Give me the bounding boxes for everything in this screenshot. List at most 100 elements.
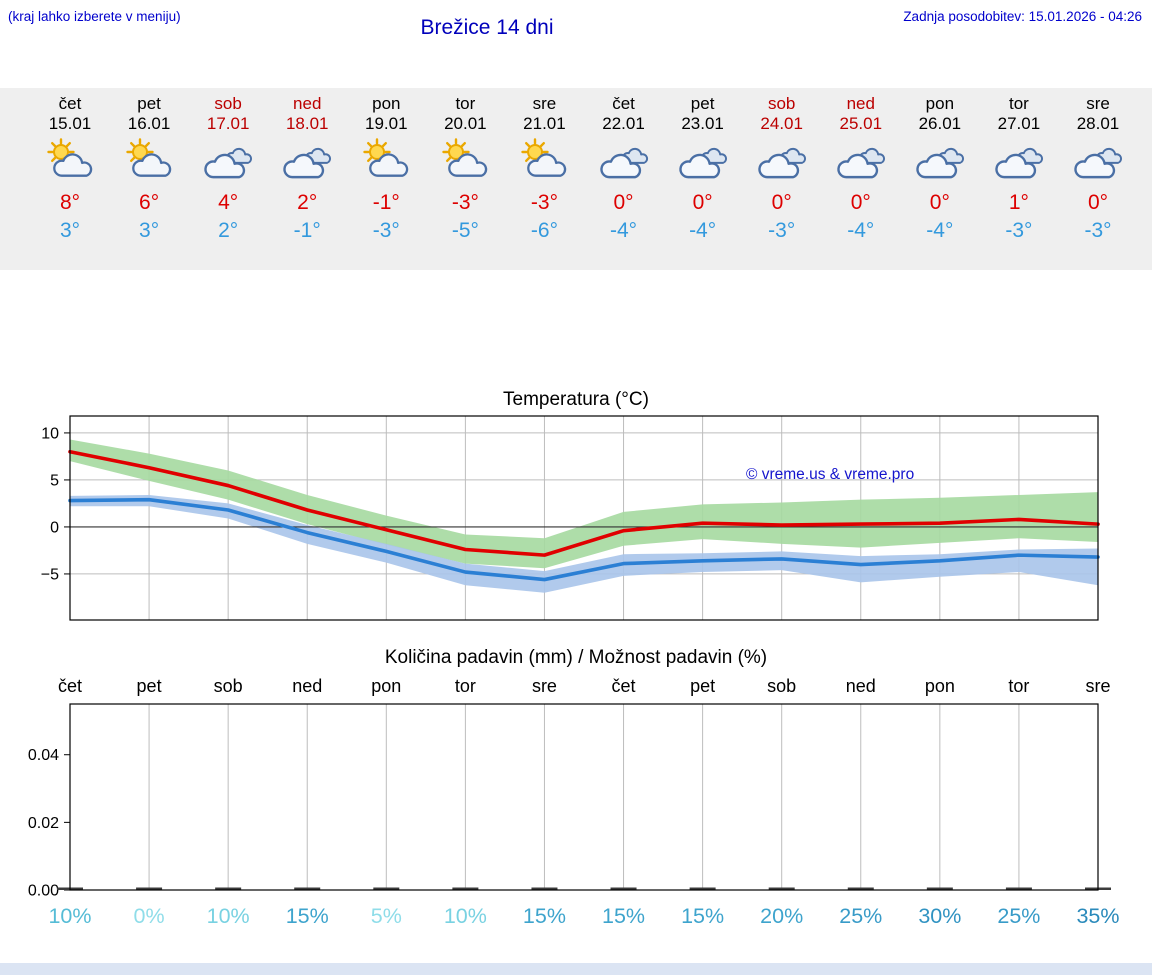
forecast-day-column[interactable]: čet 15.01 8° 3°: [29, 88, 111, 270]
precipitation-probability-row: 10% 0% 10% 15% 5% 10% 15% 15% 15% 20% 25% 30% 25% 35%: [0, 904, 1152, 934]
day-date: 16.01: [127, 114, 171, 133]
cloudy-icon: [187, 138, 269, 186]
day-date: 20.01: [444, 114, 487, 133]
precip-probability: 15%: [285, 904, 329, 928]
precip-day-label: pon: [924, 676, 955, 696]
cloudy-icon: [1057, 138, 1139, 186]
min-temperature-range-band: [70, 494, 1098, 593]
low-temperature: -4°: [847, 219, 875, 242]
low-temperature: -3°: [372, 219, 400, 242]
temperature-chart: 10 5 0 −5: [41, 415, 1100, 621]
forecast-day-column[interactable]: pet 16.01 6° 3°: [108, 88, 190, 270]
day-name: ned: [293, 94, 322, 113]
high-temperature: -3°: [451, 191, 479, 214]
high-temperature: 4°: [218, 191, 239, 214]
precip-day-label: čet: [57, 676, 82, 696]
partly-sunny-icon: [29, 138, 111, 186]
precip-bar: [531, 887, 558, 890]
day-name: čet: [58, 94, 82, 113]
cloudy-icon: [741, 138, 823, 186]
precip-bar: [689, 887, 716, 890]
forecast-day-column[interactable]: ned 25.01 0° -4°: [820, 88, 902, 270]
cloudy-icon: [899, 138, 981, 186]
copyright-watermark[interactable]: © vreme.us & vreme.pro: [746, 466, 915, 483]
high-temperature: 1°: [1008, 191, 1029, 214]
precip-bar: [215, 887, 242, 890]
low-temperature: -3°: [1084, 219, 1112, 242]
forecast-day-column[interactable]: sob 24.01 0° -3°: [741, 88, 823, 270]
forecast-day-column[interactable]: sre 28.01 0° -3°: [1057, 88, 1139, 270]
high-temperature: 0°: [771, 191, 792, 214]
day-date: 17.01: [206, 114, 250, 133]
day-name: pon: [372, 94, 401, 113]
forecast-day-column[interactable]: sob 17.01 4° 2°: [187, 88, 269, 270]
high-temperature: 0°: [850, 191, 871, 214]
day-date: 15.01: [48, 114, 92, 133]
precip-ytick-label: 0.02: [28, 815, 59, 832]
high-temperature: 0°: [929, 191, 950, 214]
precip-bar: [452, 887, 479, 890]
max-temperature-line: [68, 449, 1100, 557]
precip-probability: 15%: [602, 904, 646, 928]
high-temperature: 0°: [613, 191, 634, 214]
high-temperature: -1°: [372, 191, 400, 214]
low-temperature: -3°: [1005, 219, 1033, 242]
forecast-strip: čet 15.01 8° 3° pet 16.01 6° 3° sob 17.0…: [0, 88, 1152, 270]
precip-probability: 15%: [522, 904, 566, 928]
low-temperature: -5°: [451, 219, 479, 242]
day-name: sre: [1086, 94, 1110, 113]
day-name: sob: [767, 94, 796, 113]
cloudy-icon: [820, 138, 902, 186]
day-name: tor: [1009, 94, 1029, 113]
cloudy-icon: [978, 138, 1060, 186]
low-temperature: 3°: [139, 219, 160, 242]
forecast-day-column[interactable]: tor 27.01 1° -3°: [978, 88, 1060, 270]
forecast-day-column[interactable]: sre 21.01 -3° -6°: [503, 88, 585, 270]
day-date: 21.01: [523, 114, 566, 133]
temp-ytick-label: 0: [50, 519, 59, 536]
precip-probability: 10%: [443, 904, 487, 928]
precip-day-label: pet: [690, 676, 716, 696]
day-date: 28.01: [1076, 114, 1120, 133]
precip-day-label: tor: [1008, 676, 1030, 696]
partly-sunny-icon: [503, 138, 585, 186]
precip-probability: 25%: [839, 904, 883, 928]
day-name: sre: [532, 94, 557, 113]
day-name: pet: [137, 94, 161, 113]
precip-day-label: pet: [136, 676, 162, 696]
precipitation-chart-title: Količina padavin (mm) / Možnost padavin …: [384, 647, 768, 668]
partly-sunny-icon: [345, 138, 427, 186]
forecast-day-column[interactable]: pon 26.01 0° -4°: [899, 88, 981, 270]
precip-day-label: ned: [292, 676, 323, 696]
high-temperature: 0°: [1087, 191, 1109, 214]
day-date: 26.01: [918, 114, 962, 133]
temp-ytick-label: −5: [41, 566, 59, 583]
forecast-day-column[interactable]: čet 22.01 0° -4°: [583, 88, 665, 270]
day-date: 19.01: [365, 114, 408, 133]
day-date: 22.01: [602, 114, 645, 133]
precip-bar: [768, 887, 795, 890]
last-update-timestamp: Zadnja posodobitev: 15.01.2026 - 04:26: [903, 9, 1142, 24]
low-temperature: -4°: [926, 219, 954, 242]
day-name: pet: [690, 94, 715, 113]
precip-probability: 10%: [206, 904, 250, 928]
precip-day-label: sre: [531, 676, 557, 696]
forecast-day-column[interactable]: pon 19.01 -1° -3°: [345, 88, 427, 270]
high-temperature: 8°: [59, 191, 81, 214]
high-temperature: 0°: [692, 191, 713, 214]
temp-ytick-label: 5: [50, 472, 59, 489]
precip-plot-border: [69, 703, 1099, 891]
temp-plot-border: [69, 415, 1099, 621]
high-temperature: -3°: [530, 191, 558, 214]
forecast-day-column[interactable]: pet 23.01 0° -4°: [662, 88, 744, 270]
partly-sunny-icon: [108, 138, 190, 186]
precip-probability: 15%: [681, 904, 725, 928]
precip-bar: [926, 887, 953, 890]
day-date: 25.01: [839, 114, 883, 133]
low-temperature: 3°: [59, 219, 81, 242]
forecast-day-column[interactable]: tor 20.01 -3° -5°: [424, 88, 506, 270]
precip-probability: 5%: [370, 904, 402, 928]
precip-ytick-label: 0.04: [28, 747, 59, 764]
forecast-day-column[interactable]: ned 18.01 2° -1°: [266, 88, 348, 270]
low-temperature: -3°: [768, 219, 796, 242]
